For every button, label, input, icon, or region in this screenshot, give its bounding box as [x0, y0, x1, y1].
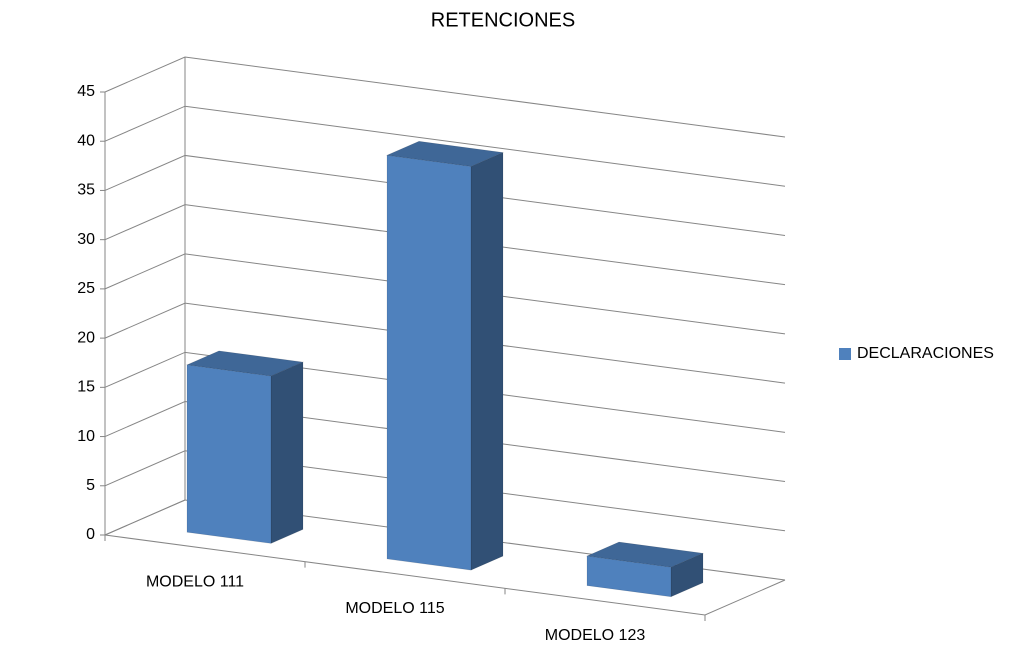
chart-title: RETENCIONES: [431, 9, 575, 31]
x-tick-label: MODELO 115: [345, 600, 444, 617]
grid-line: [104, 154, 786, 236]
grid-line: [104, 302, 786, 384]
bar: [386, 154, 472, 571]
grid-line: [104, 253, 786, 335]
y-tick-label: 5: [86, 477, 95, 494]
bar-side: [470, 152, 504, 571]
y-tick-label: 30: [77, 231, 95, 248]
y-tick-label: 25: [77, 280, 95, 297]
grid-line: [104, 351, 786, 433]
x-tick-label: MODELO 123: [545, 627, 646, 644]
y-tick-label: 20: [77, 329, 95, 346]
y-tick-label: 35: [77, 182, 95, 199]
grid-line: [104, 204, 786, 286]
grid-line: [104, 499, 786, 581]
bar: [186, 364, 272, 544]
legend-label: DECLARACIONES: [857, 345, 994, 362]
y-tick-label: 45: [77, 83, 95, 100]
grid-line: [104, 450, 786, 532]
grid-line: [104, 401, 786, 483]
y-tick-label: 0: [86, 526, 95, 543]
x-tick-label: MODELO 111: [146, 574, 244, 591]
legend-swatch: [839, 348, 851, 360]
grid-line: [104, 56, 786, 138]
grid-line: [104, 105, 786, 187]
bar-side: [270, 361, 304, 544]
bar: [586, 555, 672, 598]
y-tick-label: 10: [77, 428, 95, 445]
y-tick-label: 15: [77, 379, 95, 396]
y-tick-label: 40: [77, 132, 95, 149]
